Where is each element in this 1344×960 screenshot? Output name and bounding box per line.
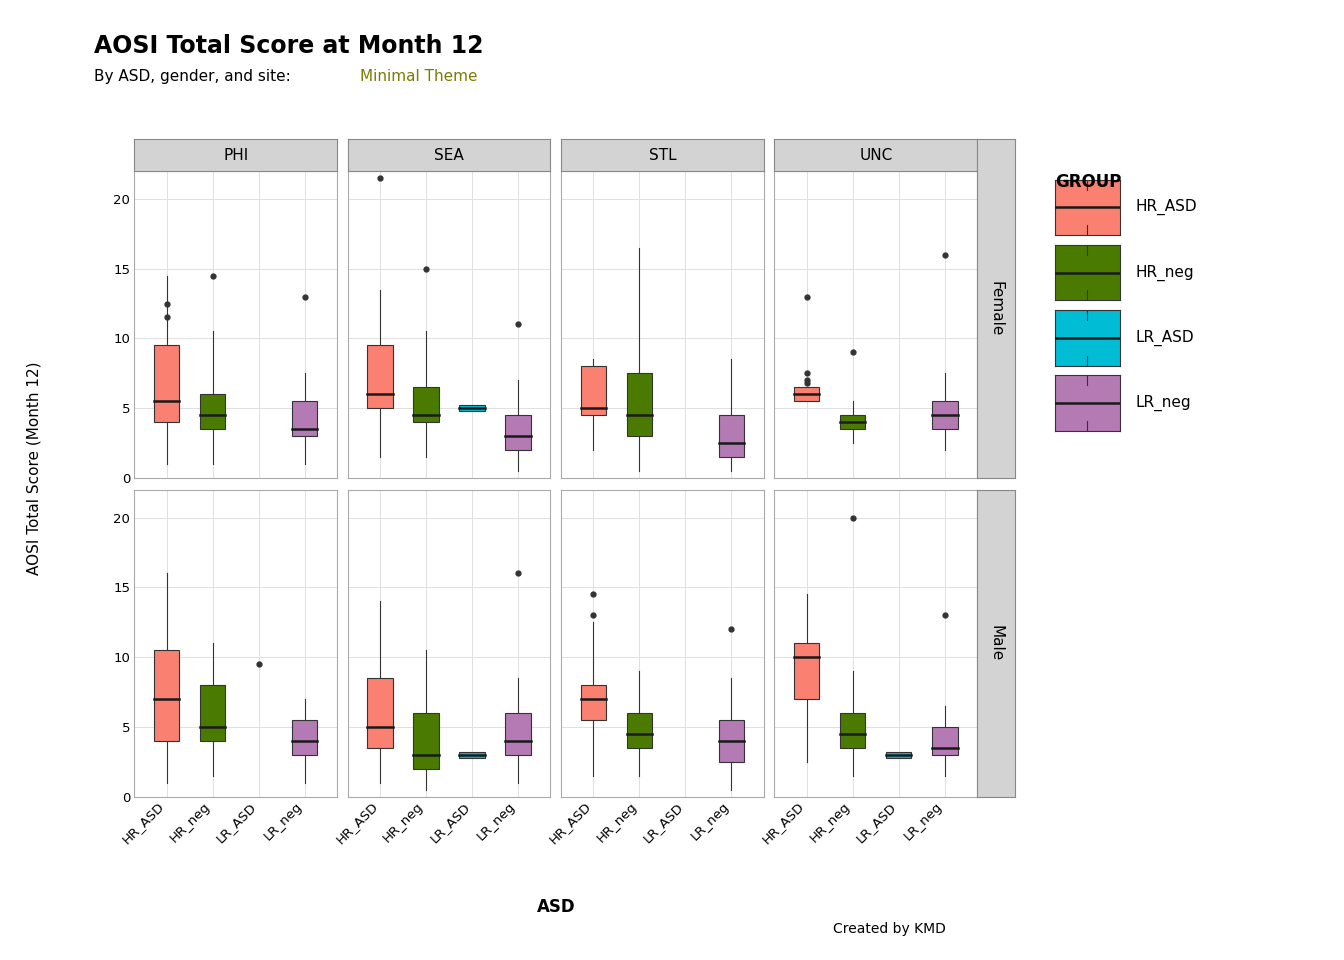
Bar	[200, 395, 226, 429]
Bar	[200, 685, 226, 741]
Text: AOSI Total Score at Month 12: AOSI Total Score at Month 12	[94, 34, 484, 58]
Bar	[505, 713, 531, 755]
Text: PHI: PHI	[223, 148, 249, 162]
Text: UNC: UNC	[859, 148, 892, 162]
Bar	[933, 727, 957, 755]
Bar	[460, 405, 485, 411]
Text: Male: Male	[988, 625, 1004, 661]
Text: HR_ASD: HR_ASD	[1136, 200, 1198, 215]
Bar	[626, 373, 652, 436]
Bar	[794, 643, 820, 699]
Text: AOSI Total Score (Month 12): AOSI Total Score (Month 12)	[26, 361, 42, 575]
Bar	[840, 416, 866, 429]
Bar	[581, 685, 606, 720]
Bar	[719, 720, 745, 762]
Bar	[414, 387, 438, 422]
Bar	[292, 401, 317, 436]
Bar	[719, 416, 745, 457]
Bar	[933, 401, 957, 429]
Text: LR_ASD: LR_ASD	[1136, 330, 1195, 346]
Text: Created by KMD: Created by KMD	[833, 922, 946, 936]
Bar	[840, 713, 866, 748]
Bar	[581, 367, 606, 416]
Text: By ASD, gender, and site:: By ASD, gender, and site:	[94, 69, 296, 84]
Bar	[626, 713, 652, 748]
Bar	[794, 387, 820, 401]
Bar	[505, 416, 531, 450]
Text: HR_neg: HR_neg	[1136, 265, 1195, 280]
Text: STL: STL	[649, 148, 676, 162]
Text: SEA: SEA	[434, 148, 464, 162]
Bar	[886, 752, 911, 757]
Text: LR_neg: LR_neg	[1136, 396, 1191, 411]
Text: GROUP: GROUP	[1055, 173, 1121, 191]
Bar	[367, 346, 392, 408]
Bar	[155, 650, 179, 741]
Text: Female: Female	[988, 281, 1004, 336]
Bar	[155, 346, 179, 422]
Bar	[367, 678, 392, 748]
Bar	[460, 752, 485, 757]
Text: ASD: ASD	[536, 899, 575, 916]
Text: Minimal Theme: Minimal Theme	[360, 69, 477, 84]
Bar	[292, 720, 317, 755]
Bar	[414, 713, 438, 769]
